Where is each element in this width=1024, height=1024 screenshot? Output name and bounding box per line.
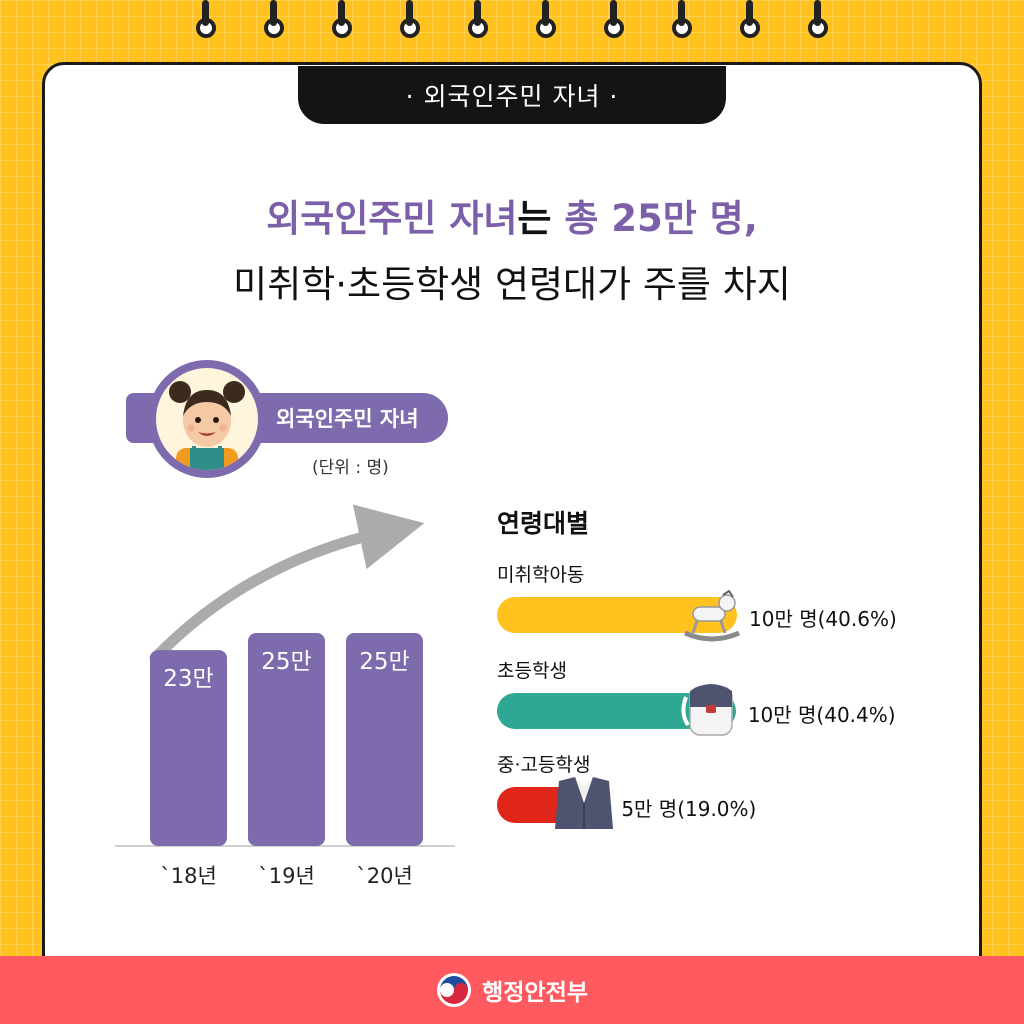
binder-ring-icon — [399, 0, 421, 38]
headline-line-2: 미취학·초등학생 연령대가 주를 차지 — [233, 263, 791, 306]
age-row-elementary: 초등학생 10만 명(40.4%) — [497, 656, 896, 736]
binder-ring-icon — [467, 0, 489, 38]
footer-bar: 행정안전부 — [0, 956, 1024, 1024]
rocking-horse-icon — [683, 589, 741, 642]
age-value: 5만 명(19.0%) — [621, 797, 757, 821]
age-breakdown-title: 연령대별 — [497, 509, 590, 538]
binder-ring-icon — [807, 0, 829, 38]
age-value: 10만 명(40.6%) — [749, 607, 897, 631]
profile-label: 외국인주민 자녀 — [276, 407, 419, 431]
age-value: 10만 명(40.4%) — [747, 703, 896, 727]
headline-accent-total: 총 25만 명, — [564, 197, 758, 240]
backpack-icon — [681, 684, 741, 736]
binder-ring-icon — [739, 0, 761, 38]
avatar — [148, 360, 266, 478]
footer-org-name: 행정안전부 — [482, 980, 588, 1006]
binder-ring-icon — [263, 0, 285, 38]
binder-ring-icon — [603, 0, 625, 38]
unit-label: (단위 : 명) — [312, 458, 389, 478]
binder-ring-icon — [671, 0, 693, 38]
age-row-label: 미취학아동 — [497, 564, 585, 586]
binder-ring-icon — [331, 0, 353, 38]
age-row-label: 중·고등학생 — [497, 754, 591, 776]
age-row-secondary: 중·고등학생 5만 명(19.0%) — [497, 750, 756, 829]
school-uniform-icon — [555, 777, 614, 829]
headline-particle: 는 — [517, 197, 565, 240]
top-tab-title: · 외국인주민 자녀 · — [298, 66, 726, 124]
binder-ring-icon — [535, 0, 557, 38]
age-row-label: 초등학생 — [497, 660, 567, 682]
headline-line-1: 외국인주민 자녀는 총 25만 명, — [0, 188, 1024, 242]
girl-avatar-icon — [169, 381, 245, 470]
age-row-preschool: 미취학아동 10만 명(40.6%) — [497, 560, 897, 642]
headline-accent-subject: 외국인주민 자녀 — [266, 197, 518, 240]
binder-ring-icon — [195, 0, 217, 38]
government-emblem-icon — [437, 973, 472, 1007]
